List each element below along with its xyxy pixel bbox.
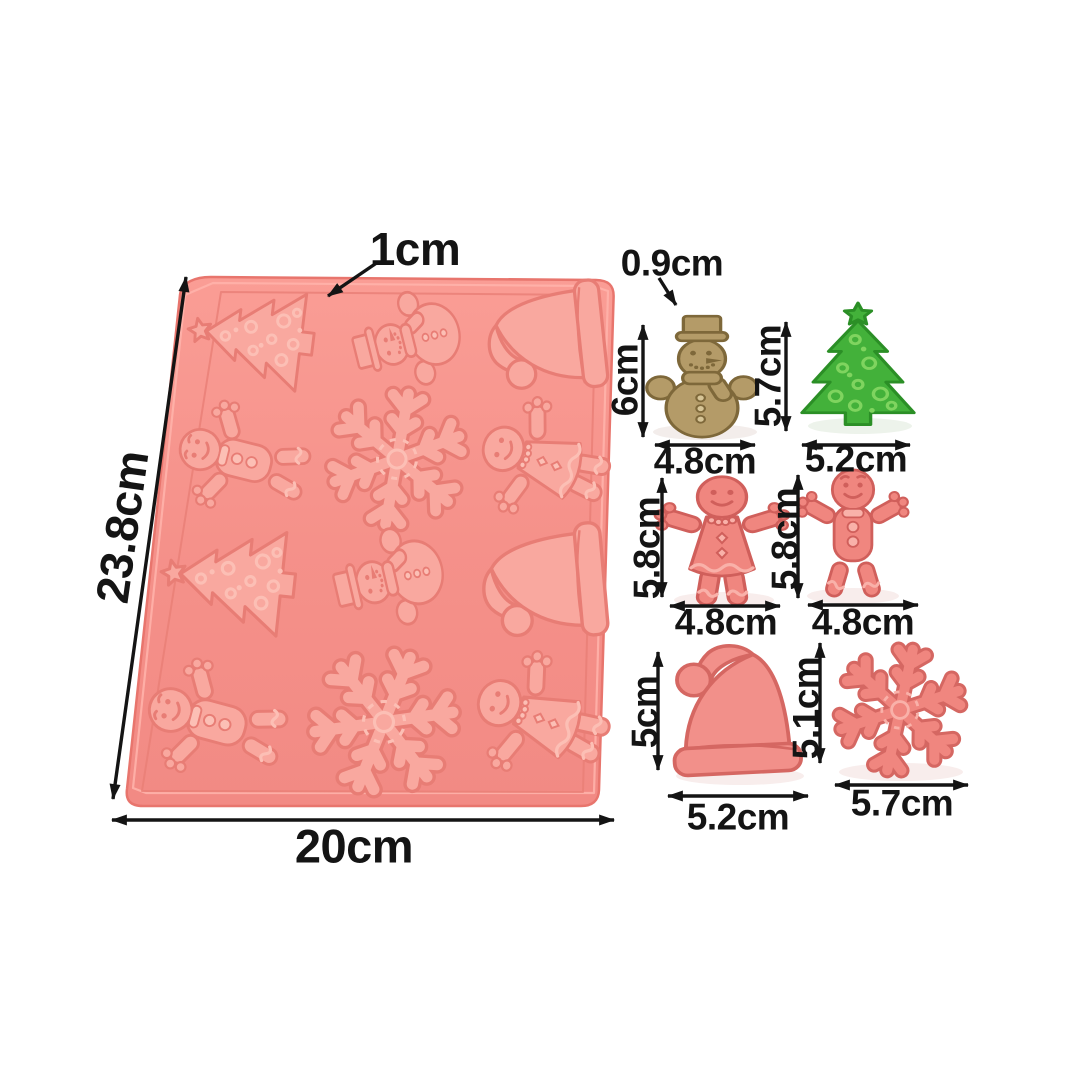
- piece-gingerbread-man: [792, 470, 915, 598]
- label-gingerbread-man-width: 4.8cm: [811, 601, 915, 643]
- leader-snowman-hat-thickness: [657, 277, 678, 306]
- label-tree-height: 5.7cm: [747, 324, 789, 428]
- shadow: [808, 418, 912, 434]
- label-hat-height: 5cm: [624, 675, 666, 749]
- label-mold-thickness: 1cm: [369, 223, 461, 275]
- label-snowflake-height: 5.1cm: [785, 656, 827, 760]
- leader-mold-thickness: [327, 260, 379, 298]
- label-mold-width: 20cm: [294, 819, 414, 873]
- label-hat-width: 5.2cm: [686, 796, 790, 838]
- label-gingerbread-woman-height: 5.8cm: [626, 496, 668, 600]
- label-gingerbread-woman-width: 4.8cm: [674, 601, 778, 643]
- piece-santa-hat: [673, 645, 802, 777]
- piece-snowflake: [828, 637, 972, 783]
- label-snowman-height: 6cm: [604, 343, 646, 417]
- dimension-arrows: [109, 260, 970, 826]
- silicone-mold: [125, 275, 629, 812]
- label-snowman-hat-thickness: 0.9cm: [620, 242, 724, 284]
- piece-snowman: [646, 316, 758, 438]
- label-tree-width: 5.2cm: [804, 438, 908, 480]
- label-gingerbread-man-height: 5.8cm: [764, 487, 806, 591]
- piece-christmas-tree: [802, 303, 914, 425]
- dim-mold-height: [109, 275, 190, 801]
- label-snowflake-width: 5.7cm: [850, 782, 954, 824]
- label-snowman-width: 4.8cm: [653, 440, 757, 482]
